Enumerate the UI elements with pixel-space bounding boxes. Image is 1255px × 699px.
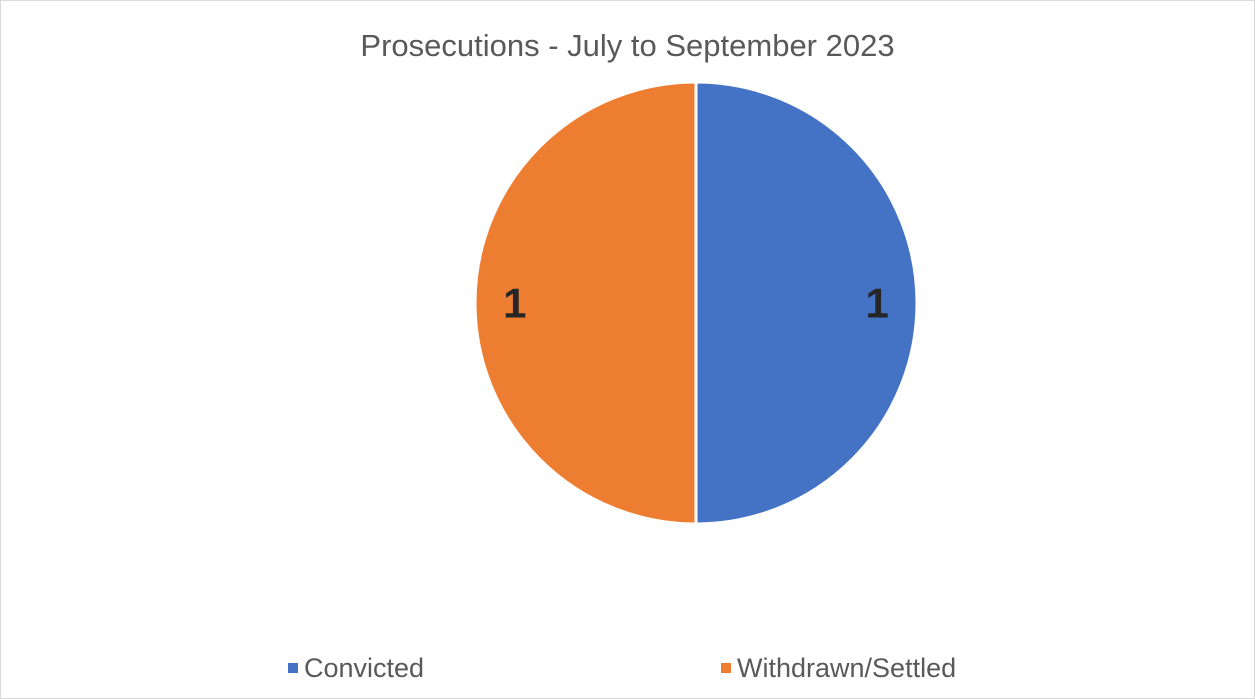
legend-label-withdrawn-settled: Withdrawn/Settled — [737, 652, 957, 683]
chart-title: Prosecutions - July to September 2023 — [360, 28, 895, 63]
legend-label-convicted: Convicted — [304, 652, 425, 683]
data-label-withdrawn-settled: 1 — [503, 280, 526, 327]
legend-item-withdrawn-settled: Withdrawn/Settled — [721, 648, 956, 688]
data-label-convicted: 1 — [866, 280, 889, 327]
legend: Convicted Withdrawn/Settled — [0, 648, 1255, 688]
legend-swatch-convicted — [288, 663, 298, 673]
pie-slice-convicted — [694, 80, 919, 526]
legend-swatch-withdrawn-settled — [721, 663, 731, 673]
pie-slice-withdrawn-settled — [473, 80, 698, 526]
legend-item-convicted: Convicted — [288, 648, 424, 688]
